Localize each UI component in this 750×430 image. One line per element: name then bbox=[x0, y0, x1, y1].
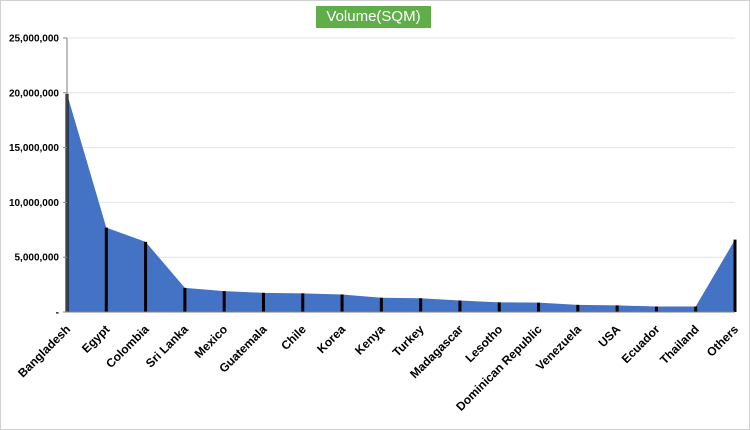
y-tick-label: - bbox=[56, 308, 59, 319]
gridlines bbox=[67, 37, 735, 258]
x-tick-label: Egypt bbox=[79, 322, 112, 355]
x-tick-label: Ecuador bbox=[619, 322, 663, 366]
x-tick-label: Chile bbox=[278, 322, 309, 353]
x-tick-label: Turkey bbox=[390, 322, 427, 359]
y-tick-label: 25,000,000 bbox=[9, 34, 59, 45]
y-tick-label: 15,000,000 bbox=[9, 143, 59, 154]
x-tick-label: Others bbox=[704, 322, 741, 359]
x-tick-label: Bangladesh bbox=[15, 322, 73, 380]
chart-title: Volume(SQM) bbox=[316, 6, 431, 28]
y-axis-ticks: - 5,000,000 10,000,000 15,000,000 20,000,000… bbox=[9, 34, 67, 319]
x-tick-label: Mexico bbox=[192, 322, 231, 361]
y-tick-label: 5,000,000 bbox=[15, 253, 60, 264]
x-tick-label: Sri Lanka bbox=[143, 322, 191, 370]
y-tick-label: 10,000,000 bbox=[9, 198, 59, 209]
series-area bbox=[67, 93, 735, 313]
x-tick-label: Thailand bbox=[657, 322, 702, 367]
y-tick-label: 20,000,000 bbox=[9, 88, 59, 99]
axes bbox=[66, 38, 735, 313]
plot-area bbox=[67, 93, 735, 313]
x-tick-label: Korea bbox=[314, 322, 348, 356]
x-tick-label: USA bbox=[595, 322, 623, 350]
x-tick-label: Kenya bbox=[352, 322, 388, 358]
